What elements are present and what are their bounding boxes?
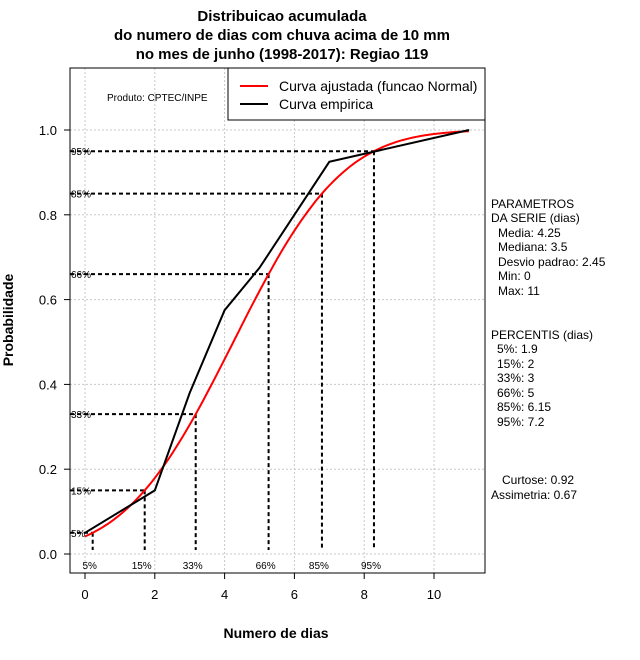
- legend-label-fitted: Curva ajustada (funcao Normal): [279, 78, 477, 94]
- percentile-x-label: 66%: [256, 561, 276, 572]
- y-tick-label: 0.8: [39, 208, 57, 223]
- assimetria: Assimetria: 0.67: [491, 488, 577, 502]
- percentil-85: 85%: 6.15: [497, 400, 551, 414]
- y-tick-label: 0.6: [39, 293, 57, 308]
- percentile-y-label: 15%: [71, 486, 91, 497]
- plot-marks: 5% 5% 15% 15% 33% 33% 66% 66% 85% 85% 95% 95%: [70, 129, 470, 572]
- chart-title-line-2: do numero de dias com chuva acima de 10 …: [114, 27, 450, 44]
- percentil-95: 95%: 7.2: [497, 415, 545, 429]
- param-min: Min: 0: [498, 269, 531, 283]
- percentile-y-label: 66%: [71, 270, 91, 281]
- x-tick-label: 0: [81, 587, 88, 602]
- param-desvio: Desvio padrao: 2.45: [498, 255, 606, 269]
- empirical-point: [189, 392, 191, 394]
- x-tick-label: 8: [361, 587, 368, 602]
- percentile-y-label: 5%: [71, 529, 86, 540]
- percentis-title: PERCENTIS (dias): [491, 328, 593, 342]
- percentile-y-label: 85%: [71, 190, 91, 201]
- params-title-1: PARAMETROS: [491, 197, 574, 211]
- percentil-15: 15%: 2: [497, 357, 535, 371]
- percentile-y-label: 95%: [71, 147, 91, 158]
- chart-title-line-1: Distribuicao acumulada: [197, 8, 367, 25]
- x-tick-label: 6: [291, 587, 298, 602]
- percentile-y-label: 33%: [71, 410, 91, 421]
- empirical-point: [224, 309, 226, 311]
- empirical-point: [84, 532, 86, 534]
- chart-title-line-3: no mes de junho (1998-2017): Regiao 119: [136, 46, 429, 63]
- percentile-x-label: 95%: [361, 561, 381, 572]
- percentil-66: 66%: 5: [497, 386, 535, 400]
- x-axis-label: Numero de dias: [223, 625, 328, 641]
- grid: 0 2 4 6 8 10 0.0 0.2 0.4 0.6 0.8 1.0: [39, 68, 485, 602]
- series-parameters-panel: PARAMETROS DA SERIE (dias) Media: 4.25 M…: [491, 197, 606, 502]
- empirical-point: [259, 267, 260, 269]
- legend-label-empirical: Curva empirica: [279, 96, 373, 112]
- empirical-point: [154, 489, 156, 491]
- legend: Curva ajustada (funcao Normal) Curva emp…: [227, 67, 486, 121]
- empirical-point: [468, 129, 470, 131]
- percentile-x-label: 5%: [82, 561, 97, 572]
- y-tick-label: 0.2: [39, 462, 57, 477]
- params-title-2: DA SERIE (dias): [491, 211, 580, 225]
- x-tick-label: 4: [221, 587, 228, 602]
- legend-box: [227, 67, 486, 121]
- param-max: Max: 11: [498, 284, 540, 298]
- empirical-curve: [84, 129, 470, 534]
- y-tick-label: 0.0: [39, 547, 57, 562]
- y-tick-label: 0.4: [39, 377, 57, 392]
- percentile-x-label: 85%: [309, 561, 329, 572]
- product-annotation: Produto: CPTEC/INPE: [107, 93, 208, 104]
- plot-frame: [69, 67, 486, 574]
- curtose: Curtose: 0.92: [502, 473, 574, 487]
- y-axis-label: Probabilidade: [0, 274, 16, 367]
- x-tick-label: 2: [151, 587, 158, 602]
- empirical-point: [328, 161, 330, 163]
- x-tick-label: 10: [427, 587, 441, 602]
- param-mediana: Mediana: 3.5: [498, 240, 568, 254]
- percentil-33: 33%: 3: [497, 371, 535, 385]
- fitted-normal-curve: [84, 130, 469, 538]
- percentile-x-label: 15%: [132, 561, 152, 572]
- y-tick-label: 1.0: [39, 123, 57, 138]
- percentil-5: 5%: 1.9: [497, 342, 538, 356]
- percentile-x-label: 33%: [183, 561, 203, 572]
- param-media: Media: 4.25: [498, 226, 561, 240]
